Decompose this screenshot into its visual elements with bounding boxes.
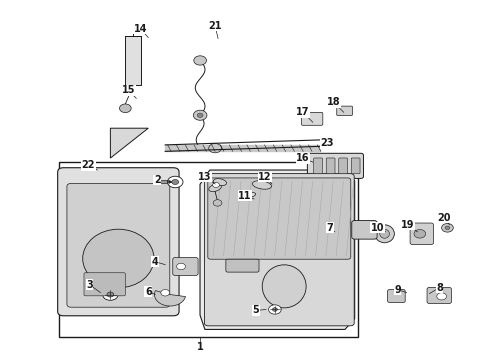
Text: 5: 5 [252,306,259,315]
FancyBboxPatch shape [351,220,376,239]
Text: 2: 2 [154,175,160,185]
Circle shape [272,308,277,311]
Circle shape [102,289,118,300]
Wedge shape [154,291,185,306]
Text: 21: 21 [208,21,222,31]
FancyBboxPatch shape [325,158,334,174]
Text: 19: 19 [400,220,413,230]
FancyBboxPatch shape [307,153,363,179]
Polygon shape [110,128,148,158]
Circle shape [444,226,449,230]
FancyBboxPatch shape [301,112,322,125]
Circle shape [441,224,452,232]
Circle shape [107,292,114,297]
FancyBboxPatch shape [84,273,125,296]
FancyBboxPatch shape [58,168,179,316]
Text: 6: 6 [144,287,151,297]
FancyBboxPatch shape [207,178,350,259]
Text: 9: 9 [393,284,400,294]
Circle shape [208,144,221,153]
FancyBboxPatch shape [336,106,352,116]
Ellipse shape [379,229,388,238]
FancyBboxPatch shape [409,223,432,244]
Text: 3: 3 [86,280,93,289]
Polygon shape [200,170,354,329]
FancyBboxPatch shape [204,174,353,326]
Ellipse shape [252,181,271,189]
Text: 12: 12 [258,172,271,182]
Text: 14: 14 [133,24,147,33]
Text: 4: 4 [152,257,158,267]
Text: 10: 10 [370,223,384,233]
Ellipse shape [262,265,305,308]
Ellipse shape [208,184,221,192]
Circle shape [161,289,169,296]
Circle shape [167,176,183,188]
Circle shape [268,305,281,314]
FancyBboxPatch shape [172,257,198,275]
Circle shape [176,263,185,270]
Circle shape [119,104,131,113]
FancyBboxPatch shape [225,259,259,272]
Ellipse shape [213,179,226,186]
Text: 11: 11 [238,191,251,201]
FancyBboxPatch shape [313,158,322,174]
Text: 16: 16 [295,153,309,163]
Ellipse shape [240,192,255,198]
Bar [125,36,141,85]
Circle shape [193,110,206,120]
Circle shape [171,180,178,185]
Text: 1: 1 [196,342,203,352]
FancyBboxPatch shape [387,289,405,302]
Circle shape [213,200,222,206]
Text: 8: 8 [435,283,442,293]
Circle shape [413,229,425,238]
Text: 17: 17 [295,107,309,117]
Text: 23: 23 [319,138,333,148]
FancyBboxPatch shape [350,158,359,174]
Text: 20: 20 [437,213,450,223]
Circle shape [212,183,219,188]
Circle shape [197,113,203,117]
FancyBboxPatch shape [338,158,347,174]
Ellipse shape [82,229,154,288]
FancyBboxPatch shape [426,287,450,303]
Bar [59,162,357,337]
Text: 18: 18 [326,97,340,107]
Ellipse shape [374,225,393,243]
Text: 22: 22 [81,160,95,170]
Text: 7: 7 [325,223,332,233]
Text: 15: 15 [122,85,135,95]
Circle shape [436,293,446,300]
Circle shape [193,56,206,65]
Text: 13: 13 [198,172,211,182]
FancyBboxPatch shape [67,184,169,307]
